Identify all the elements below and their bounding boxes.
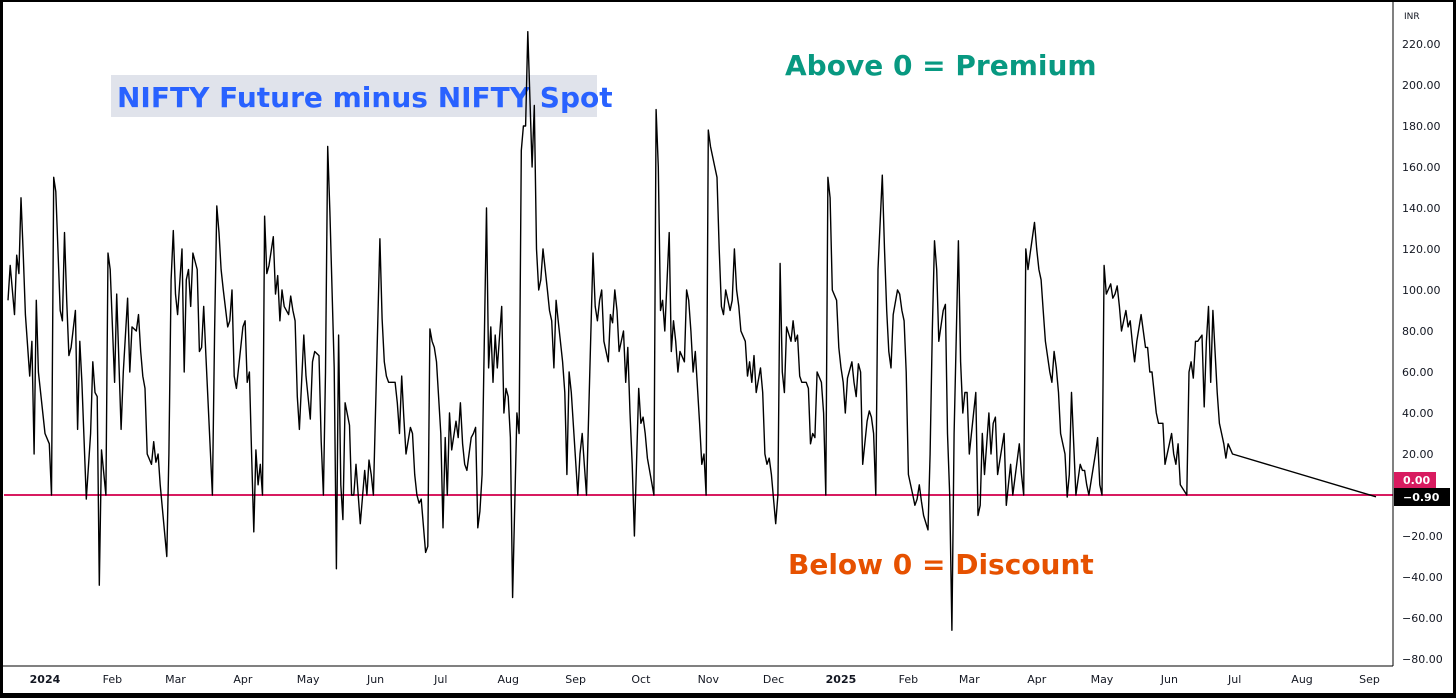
price-axis[interactable]: 220.00 200.00 180.00 160.00 140.00 120.00 100.… (1402, 38, 1443, 666)
y-tick-label: 220.00 (1402, 38, 1441, 51)
x-tick-label: Apr (1027, 673, 1047, 686)
x-tick-label: Mar (165, 673, 186, 686)
premium-annotation: Above 0 = Premium (785, 49, 1097, 82)
y-tick-label: 40.00 (1402, 407, 1434, 420)
y-tick-label: 100.00 (1402, 284, 1441, 297)
x-tick-label: Apr (233, 673, 253, 686)
y-tick-label: 160.00 (1402, 161, 1441, 174)
y-tick-label: 180.00 (1402, 120, 1441, 133)
border-right (1453, 0, 1456, 698)
y-tick-label: 120.00 (1402, 243, 1441, 256)
axis-badges: 0.00 −0.90 (1394, 472, 1450, 506)
plot-area (4, 31, 1393, 631)
x-tick-label: Jun (1160, 673, 1178, 686)
x-tick-label: 2024 (30, 673, 61, 686)
chart-title: NIFTY Future minus NIFTY Spot (117, 81, 613, 114)
x-tick-label: Mar (959, 673, 980, 686)
y-tick-label: 60.00 (1402, 366, 1434, 379)
x-tick-label: Feb (103, 673, 122, 686)
x-tick-label: Jul (1227, 673, 1241, 686)
zero-badge (1394, 472, 1436, 488)
y-tick-label: 200.00 (1402, 79, 1441, 92)
y-tick-label: −40.00 (1402, 571, 1443, 584)
series-line-0 (7, 31, 1377, 631)
x-tick-label: Nov (698, 673, 720, 686)
x-tick-label: Sep (565, 673, 586, 686)
y-tick-label: −80.00 (1402, 653, 1443, 666)
x-tick-label: May (297, 673, 320, 686)
border-bottom (0, 693, 1456, 698)
y-tick-label: 20.00 (1402, 448, 1434, 461)
last-value-label: −0.90 (1403, 491, 1440, 504)
x-tick-label: Aug (497, 673, 518, 686)
title-background (111, 75, 597, 117)
border-top (0, 0, 1456, 2)
x-tick-label: Sep (1359, 673, 1380, 686)
y-tick-label: 140.00 (1402, 202, 1441, 215)
x-tick-label: Dec (763, 673, 784, 686)
x-tick-label: May (1091, 673, 1114, 686)
x-tick-label: Jul (433, 673, 447, 686)
x-tick-label: Jun (366, 673, 384, 686)
x-tick-label: 2025 (826, 673, 857, 686)
y-tick-label: 80.00 (1402, 325, 1434, 338)
zero-badge-label: 0.00 (1403, 474, 1430, 487)
border-left (0, 0, 3, 698)
time-axis[interactable]: 2024 Feb Mar Apr May Jun Jul Aug Sep Oct Nov Dec 202… (30, 673, 1380, 686)
x-tick-label: Oct (631, 673, 651, 686)
discount-annotation: Below 0 = Discount (788, 548, 1094, 581)
last-value-badge (1394, 488, 1450, 506)
y-tick-label: −60.00 (1402, 612, 1443, 625)
x-tick-label: Aug (1291, 673, 1312, 686)
x-tick-label: Feb (899, 673, 918, 686)
y-tick-label: −20.00 (1402, 530, 1443, 543)
currency-label: INR (1404, 12, 1420, 22)
